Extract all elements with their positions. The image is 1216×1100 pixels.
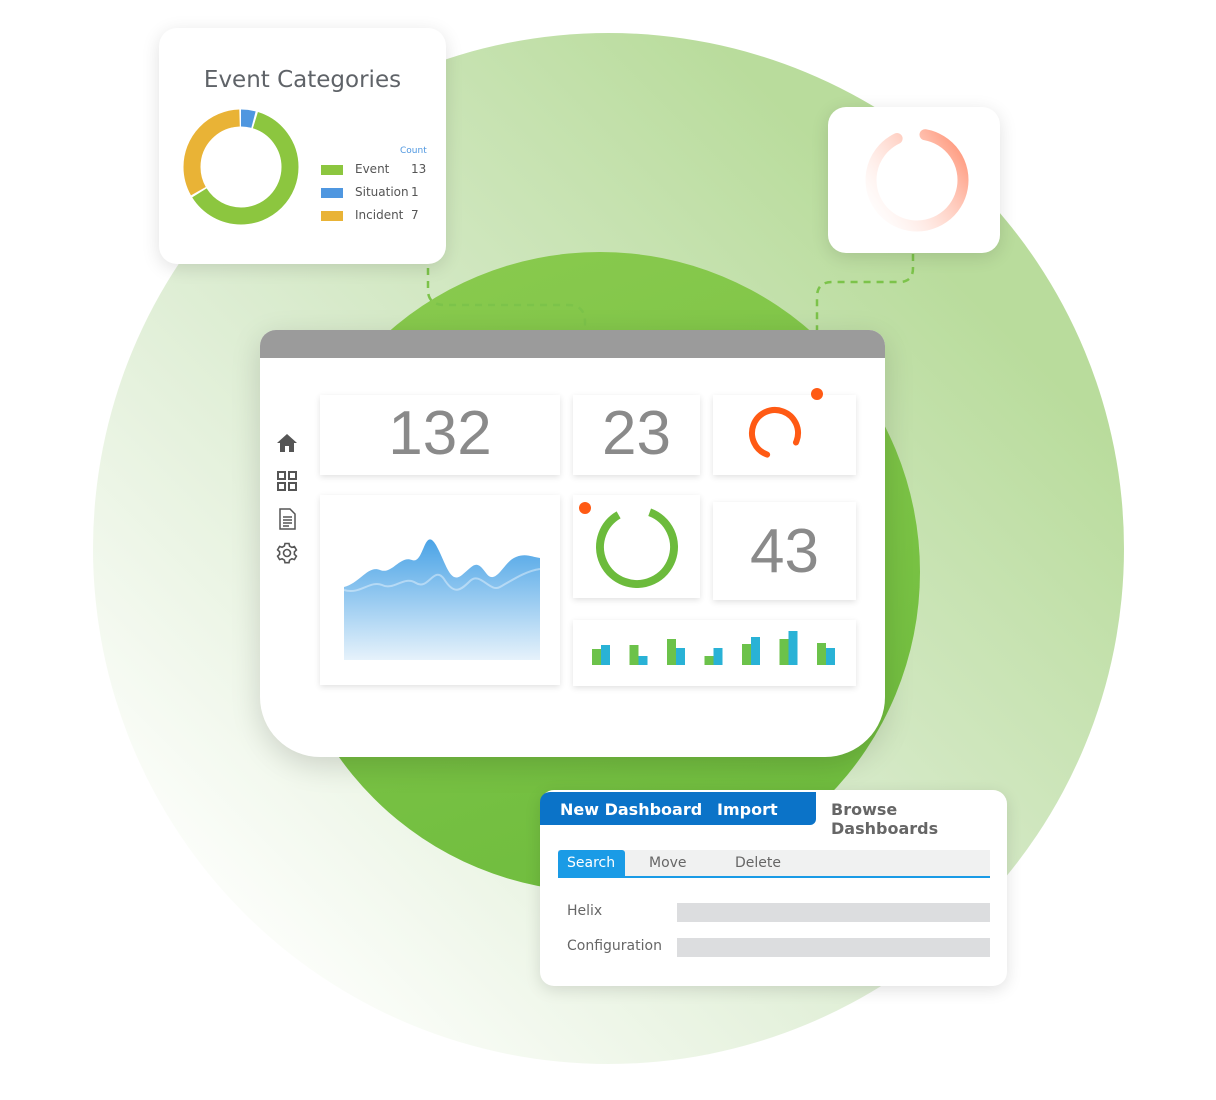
- legend-label: Situation: [355, 185, 409, 199]
- tab-browse-dashboards[interactable]: Browse Dashboards: [831, 800, 939, 838]
- legend-swatch: [321, 187, 343, 198]
- bar-secondary: [676, 648, 685, 665]
- donut-segment-incident: [183, 109, 299, 225]
- bar-primary: [742, 644, 751, 665]
- spinner-icon: [749, 407, 801, 459]
- subtab-delete[interactable]: Delete: [735, 855, 781, 871]
- subtab-move[interactable]: Move: [649, 855, 687, 871]
- bar-primary: [667, 639, 676, 665]
- spinner-tile[interactable]: [713, 395, 856, 475]
- legend-count: 7: [411, 208, 419, 222]
- connector-spinner: [815, 254, 915, 394]
- legend-swatch: [321, 210, 343, 221]
- metric-value: 43: [750, 517, 819, 586]
- bar-chart-tile[interactable]: [573, 620, 856, 686]
- field-label-configuration: Configuration: [567, 938, 662, 954]
- legend-count: 13: [411, 162, 427, 176]
- legend-item-event: Event 13: [321, 162, 426, 176]
- bar-secondary: [788, 631, 798, 665]
- dashboard-window: 132 23 43: [260, 330, 885, 757]
- tab-new-dashboard[interactable]: New Dashboard: [560, 800, 703, 819]
- bar-secondary: [751, 637, 760, 665]
- area-series: [344, 539, 540, 660]
- loading-spinner-card: [828, 107, 1000, 253]
- legend-label: Event: [355, 162, 390, 176]
- progress-ring-icon: [596, 506, 678, 588]
- bar-primary: [704, 656, 714, 665]
- legend-label: Incident: [355, 208, 404, 222]
- home-icon[interactable]: [276, 432, 298, 454]
- metric-value: 132: [388, 399, 492, 468]
- helix-field[interactable]: [677, 903, 990, 922]
- metric-tile-total[interactable]: 132: [320, 395, 560, 475]
- mini-bar-chart: [592, 631, 835, 665]
- metric-value: 23: [602, 399, 671, 468]
- legend-count: 1: [411, 185, 419, 199]
- dashboard-manager-panel: New Dashboard Import Browse Dashboards S…: [540, 790, 1007, 986]
- area-chart-tile[interactable]: [320, 495, 560, 685]
- bar-primary: [592, 649, 601, 665]
- subtab-search[interactable]: Search: [558, 850, 625, 876]
- field-label-helix: Helix: [567, 903, 603, 919]
- configuration-field[interactable]: [677, 938, 990, 957]
- legend-item-incident: Incident 7: [321, 208, 419, 222]
- tab-import[interactable]: Import: [717, 800, 778, 819]
- donut-segment-situation: [183, 109, 299, 225]
- area-chart: [343, 539, 541, 660]
- legend-swatch: [321, 164, 343, 175]
- bar-primary: [779, 639, 789, 665]
- donut-segment-event: [183, 109, 299, 225]
- metric-tile-second[interactable]: 23: [573, 395, 700, 475]
- bar-secondary: [601, 645, 610, 665]
- grid-icon[interactable]: [276, 470, 298, 492]
- bar-secondary: [638, 656, 648, 665]
- donut-chart: [183, 109, 299, 225]
- top-nav: New Dashboard Import: [540, 792, 816, 825]
- gear-icon[interactable]: [276, 542, 298, 564]
- event-categories-card: Event Categories Count Event 13 Situation…: [159, 28, 446, 264]
- progress-ring-tile[interactable]: [573, 495, 700, 598]
- bar-secondary: [713, 648, 723, 665]
- card-title: Event Categories: [203, 67, 402, 93]
- bar-secondary: [826, 648, 835, 665]
- bar-primary: [629, 645, 639, 665]
- metric-tile-third[interactable]: 43: [713, 502, 856, 600]
- count-header: Count: [400, 146, 427, 156]
- window-title-bar: [260, 330, 885, 358]
- connector-categories: [426, 242, 587, 508]
- bar-primary: [817, 643, 826, 665]
- spinner-icon: [865, 128, 969, 232]
- document-icon[interactable]: [276, 508, 298, 530]
- legend-item-situation: Situation 1: [321, 185, 419, 199]
- subtab-bar: Search Move Delete: [558, 850, 990, 878]
